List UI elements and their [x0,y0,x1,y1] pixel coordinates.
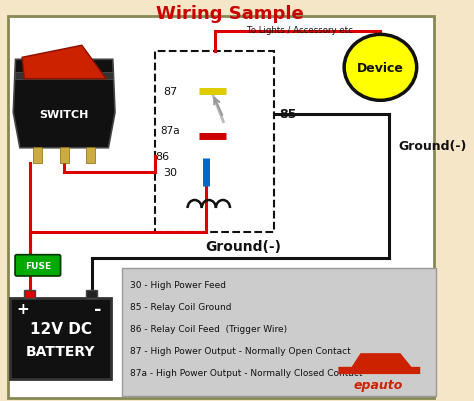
Polygon shape [22,46,106,79]
Text: 87a - High Power Output - Normally Closed Contact: 87a - High Power Output - Normally Close… [129,369,362,377]
FancyBboxPatch shape [86,148,95,164]
Text: 30 - High Power Feed: 30 - High Power Feed [129,280,226,289]
Text: 30: 30 [164,168,177,177]
Circle shape [344,35,417,101]
Text: 86 - Relay Coil Feed  (Trigger Wire): 86 - Relay Coil Feed (Trigger Wire) [129,324,287,333]
Text: +: + [17,301,29,316]
Text: FUSE: FUSE [25,261,51,270]
Polygon shape [13,60,115,148]
FancyBboxPatch shape [122,268,436,396]
Text: Ground(-): Ground(-) [205,240,281,253]
FancyBboxPatch shape [10,299,111,379]
FancyBboxPatch shape [24,290,36,299]
Text: To Lights / Accessory etc.: To Lights / Accessory etc. [246,26,355,34]
FancyBboxPatch shape [60,148,69,164]
FancyBboxPatch shape [33,148,42,164]
Polygon shape [338,353,420,374]
FancyBboxPatch shape [86,290,97,299]
Text: 87 - High Power Output - Normally Open Contact: 87 - High Power Output - Normally Open C… [129,346,350,355]
FancyBboxPatch shape [16,72,113,79]
Text: 86: 86 [156,152,170,161]
Text: Wiring Sample: Wiring Sample [156,5,304,23]
Text: BATTERY: BATTERY [26,344,95,358]
Text: 12V DC: 12V DC [29,321,91,336]
Text: 87: 87 [163,87,177,97]
Text: epauto: epauto [354,378,403,391]
Text: -: - [94,300,102,318]
Text: SWITCH: SWITCH [39,110,89,120]
FancyBboxPatch shape [8,17,434,398]
Text: Ground(-): Ground(-) [398,140,466,153]
Text: 85: 85 [279,108,296,121]
Text: 87a: 87a [161,126,180,135]
Text: Device: Device [357,62,404,75]
Text: 85 - Relay Coil Ground: 85 - Relay Coil Ground [129,302,231,311]
FancyBboxPatch shape [15,255,61,276]
